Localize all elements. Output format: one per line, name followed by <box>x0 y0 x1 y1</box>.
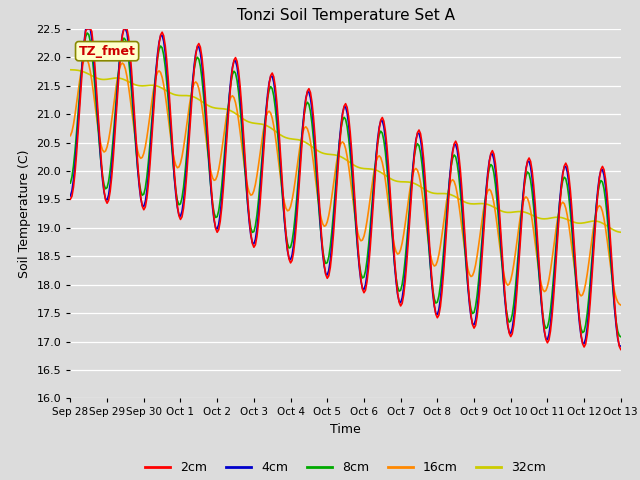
8cm <box>82 34 90 39</box>
2cm <box>412 138 420 144</box>
16cm <box>82 55 90 61</box>
16cm <box>67 133 74 139</box>
4cm <box>381 135 389 141</box>
8cm <box>551 255 559 261</box>
Line: 8cm: 8cm <box>70 33 621 337</box>
8cm <box>170 175 178 180</box>
8cm <box>83 30 91 36</box>
4cm <box>82 26 90 32</box>
32cm <box>169 91 177 97</box>
8cm <box>412 144 420 150</box>
Title: Tonzi Soil Temperature Set A: Tonzi Soil Temperature Set A <box>237 9 454 24</box>
32cm <box>550 215 557 220</box>
16cm <box>617 302 625 308</box>
2cm <box>551 274 559 279</box>
8cm <box>400 271 408 276</box>
4cm <box>617 343 625 349</box>
4cm <box>551 264 559 270</box>
16cm <box>412 166 420 171</box>
Legend: 2cm, 4cm, 8cm, 16cm, 32cm: 2cm, 4cm, 8cm, 16cm, 32cm <box>140 456 551 480</box>
32cm <box>67 67 74 72</box>
2cm <box>617 347 625 352</box>
16cm <box>400 231 408 237</box>
4cm <box>67 193 74 199</box>
2cm <box>83 26 91 32</box>
16cm <box>170 157 178 163</box>
32cm <box>617 229 625 235</box>
4cm <box>412 137 420 143</box>
32cm <box>398 179 406 185</box>
X-axis label: Time: Time <box>330 423 361 436</box>
4cm <box>83 26 91 32</box>
16cm <box>83 57 91 62</box>
8cm <box>381 149 389 155</box>
2cm <box>82 28 90 34</box>
Line: 4cm: 4cm <box>70 29 621 346</box>
4cm <box>400 285 408 290</box>
2cm <box>381 128 389 134</box>
8cm <box>67 180 74 186</box>
2cm <box>67 196 74 202</box>
Line: 32cm: 32cm <box>70 70 621 232</box>
16cm <box>551 233 559 239</box>
16cm <box>381 177 389 183</box>
32cm <box>411 180 419 186</box>
Line: 16cm: 16cm <box>70 58 621 305</box>
4cm <box>170 175 178 181</box>
32cm <box>82 70 90 75</box>
2cm <box>170 169 178 175</box>
Y-axis label: Soil Temperature (C): Soil Temperature (C) <box>18 149 31 278</box>
32cm <box>380 171 388 177</box>
8cm <box>617 334 625 340</box>
Text: TZ_fmet: TZ_fmet <box>79 45 136 58</box>
2cm <box>400 292 408 298</box>
Line: 2cm: 2cm <box>70 29 621 349</box>
